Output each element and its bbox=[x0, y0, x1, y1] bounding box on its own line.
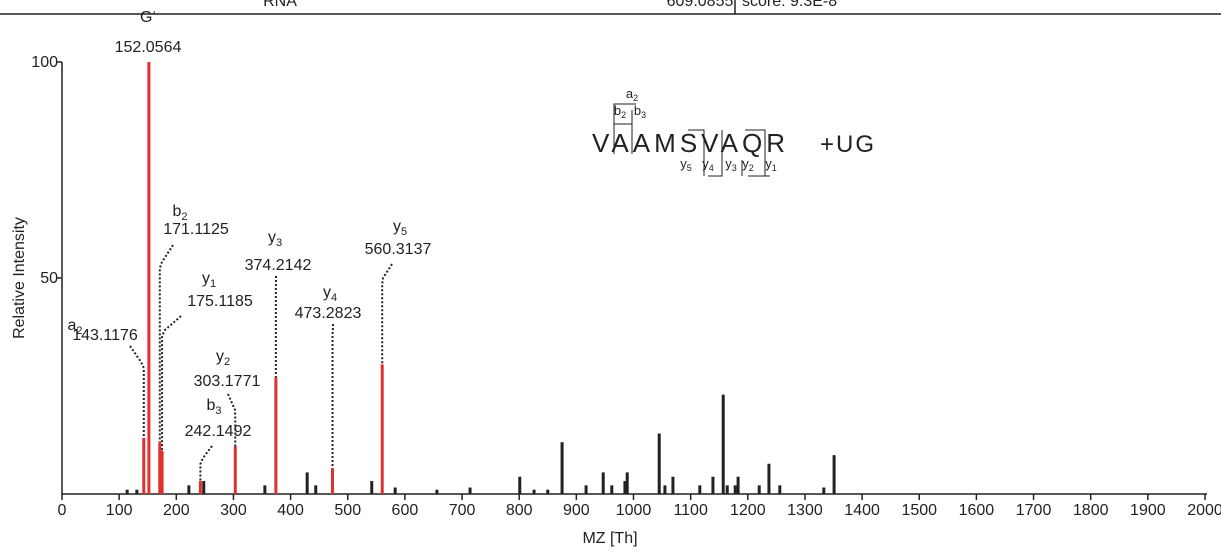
header-cell: score: 9.3E-8 bbox=[742, 0, 837, 10]
x-tick-label: 900 bbox=[563, 502, 590, 519]
leader-line bbox=[129, 345, 145, 438]
ion-letter: G‘ bbox=[140, 9, 156, 26]
leader-line bbox=[161, 315, 182, 451]
x-tick-label: 1000 bbox=[616, 502, 652, 519]
ion-letter: y bbox=[268, 229, 276, 246]
ion-label: b3 bbox=[206, 397, 221, 417]
ion-label: a2 bbox=[67, 317, 82, 337]
y-axis-title: Relative Intensity bbox=[11, 217, 28, 339]
fragment-subscript: 4 bbox=[709, 163, 714, 173]
x-tick-label: 1300 bbox=[787, 502, 823, 519]
peak-label: 473.2823 bbox=[295, 305, 362, 322]
peak-label: 171.1125 bbox=[163, 221, 229, 238]
ion-subscript: 5 bbox=[401, 226, 407, 238]
y-tick-label: 50 bbox=[40, 270, 58, 287]
ion-label: y5 bbox=[393, 218, 407, 238]
x-tick-label: 1700 bbox=[1016, 502, 1052, 519]
ion-subscript: 3 bbox=[276, 237, 282, 249]
fragment-ion: b bbox=[614, 103, 621, 118]
peak-label: 143.1176 bbox=[72, 327, 138, 344]
ion-letter: b bbox=[172, 203, 181, 220]
peak-label: 175.1185 bbox=[187, 293, 253, 310]
fragment-ion: y bbox=[765, 156, 772, 171]
peak-label: 374.2142 bbox=[245, 257, 312, 274]
fragment-subscript: 3 bbox=[641, 110, 646, 120]
x-tick-label: 800 bbox=[506, 502, 533, 519]
fragment-subscript: 2 bbox=[633, 93, 638, 103]
peak-label: 303.1771 bbox=[194, 373, 261, 390]
peak-label: 242.1492 bbox=[185, 423, 252, 440]
leader-line bbox=[158, 244, 174, 443]
fragment-subscript: 2 bbox=[621, 110, 626, 120]
fragment-subscript: 5 bbox=[687, 163, 692, 173]
fragment-subscript: 2 bbox=[749, 163, 754, 173]
x-tick-label: 500 bbox=[334, 502, 361, 519]
ion-subscript: 3 bbox=[215, 405, 221, 417]
ion-label: y4 bbox=[323, 284, 337, 304]
fragment-ion: y bbox=[725, 156, 732, 171]
x-tick-label: 700 bbox=[449, 502, 476, 519]
x-tick-label: 1600 bbox=[959, 502, 995, 519]
ion-letter: y bbox=[323, 284, 331, 301]
fragment-label: y5 bbox=[680, 156, 692, 173]
peak-label: 560.3137 bbox=[365, 241, 432, 258]
leader-line bbox=[381, 263, 393, 365]
ion-letter: y bbox=[216, 348, 224, 365]
x-tick-label: 2000 bbox=[1187, 502, 1221, 519]
fragment-label: y1 bbox=[765, 156, 777, 173]
x-tick-label: 1100 bbox=[673, 502, 708, 519]
x-axis-title: MZ [Th] bbox=[582, 530, 637, 547]
x-tick-label: 300 bbox=[220, 502, 247, 519]
peak-label: 152.0564 bbox=[115, 39, 182, 56]
x-tick-label: 100 bbox=[106, 502, 133, 519]
fragment-ion: y bbox=[702, 156, 709, 171]
leader-line bbox=[331, 324, 334, 469]
x-tick-label: 0 bbox=[58, 502, 67, 519]
header-cell: 609.0855 bbox=[667, 0, 734, 10]
fragment-label: y2 bbox=[742, 156, 754, 173]
ion-label: y2 bbox=[216, 348, 230, 368]
fragment-label: y4 bbox=[702, 156, 714, 173]
x-tick-label: 1200 bbox=[730, 502, 766, 519]
ion-letter: a bbox=[67, 317, 76, 334]
ion-subscript: 1 bbox=[210, 278, 216, 290]
ion-label: b2 bbox=[172, 203, 187, 223]
y-tick-label: 100 bbox=[31, 54, 58, 71]
fragment-ion: b bbox=[634, 103, 641, 118]
x-tick-label: 600 bbox=[392, 502, 419, 519]
fragment-label: y3 bbox=[725, 156, 737, 173]
ion-letter: y bbox=[393, 218, 401, 235]
ion-label: G‘ bbox=[140, 9, 156, 26]
ion-label: y1 bbox=[202, 270, 216, 290]
fragment-ion: y bbox=[680, 156, 687, 171]
ion-subscript: 4 bbox=[331, 292, 337, 304]
fragment-ion: y bbox=[742, 156, 749, 171]
ion-subscript: 2 bbox=[181, 211, 187, 223]
fragment-ion: a bbox=[626, 86, 634, 101]
x-tick-label: 1400 bbox=[844, 502, 880, 519]
fragment-label: b3 bbox=[634, 103, 646, 120]
x-tick-label: 1800 bbox=[1073, 502, 1109, 519]
leader-line bbox=[227, 393, 237, 447]
leader-line bbox=[199, 445, 213, 482]
ion-letter: y bbox=[202, 270, 210, 287]
peptide-sequence: VAAMSVAQR bbox=[592, 128, 785, 158]
fragment-label: b2 bbox=[614, 103, 626, 120]
modification: +UG bbox=[820, 131, 876, 158]
x-tick-label: 1500 bbox=[901, 502, 937, 519]
ion-letter: b bbox=[206, 397, 215, 414]
fragment-brackets bbox=[613, 103, 770, 177]
x-tick-label: 400 bbox=[277, 502, 304, 519]
x-tick-label: 200 bbox=[163, 502, 190, 519]
ion-subscript: 2 bbox=[76, 325, 82, 337]
fragment-label: a2 bbox=[626, 86, 638, 103]
ion-label: y3 bbox=[268, 229, 282, 249]
x-tick-label: 1900 bbox=[1130, 502, 1166, 519]
fragment-subscript: 1 bbox=[772, 163, 777, 173]
header-cell: RNA bbox=[263, 0, 297, 10]
fragment-subscript: 3 bbox=[732, 163, 737, 173]
ion-subscript: 2 bbox=[224, 356, 230, 368]
